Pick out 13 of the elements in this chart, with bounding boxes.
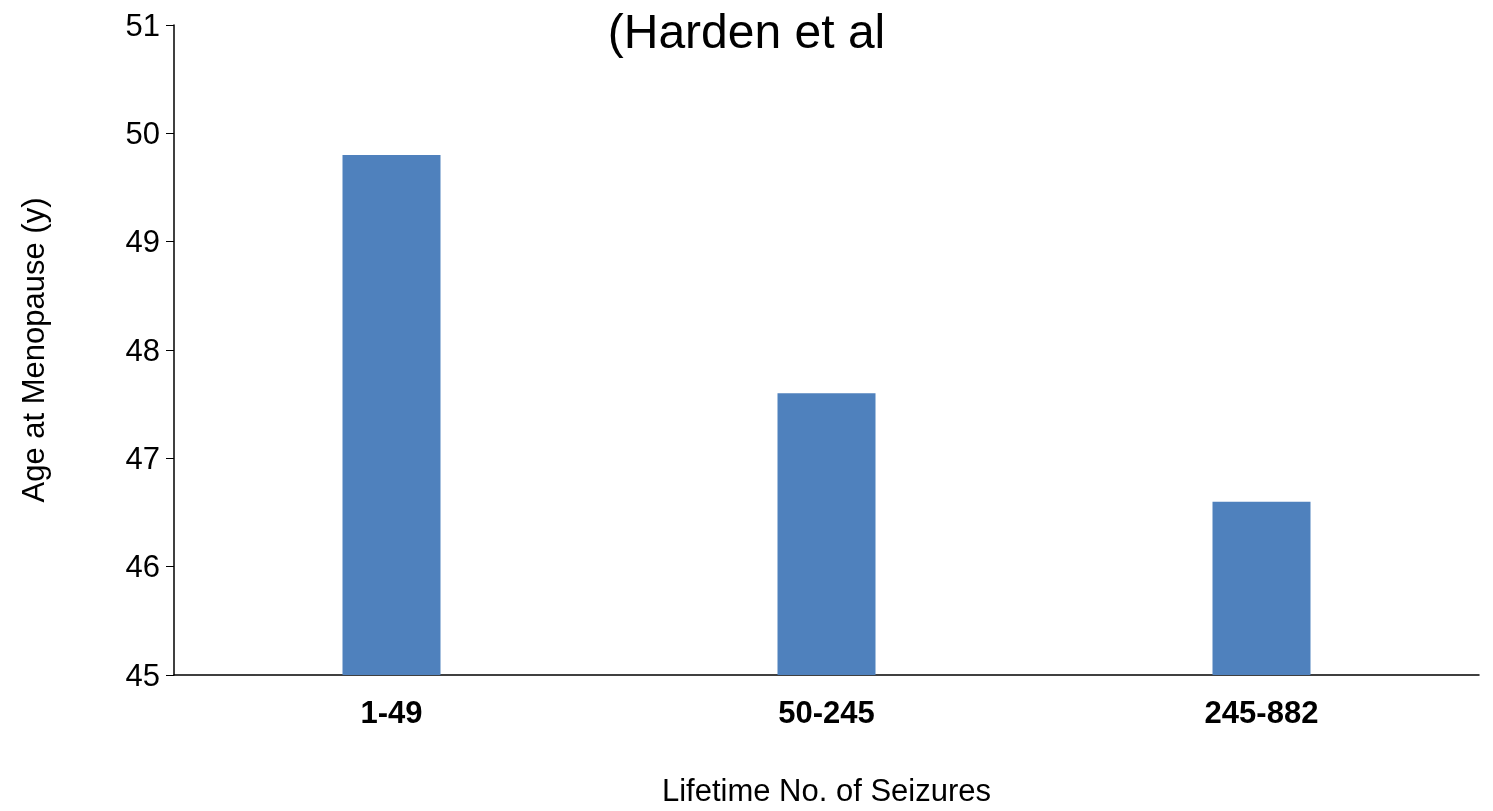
- y-tick-label: 47: [125, 440, 160, 476]
- y-tick-label: 48: [125, 332, 160, 368]
- chart-title: (Harden et al: [607, 4, 886, 58]
- y-tick-label: 50: [125, 115, 160, 151]
- x-tick-label: 50-245: [778, 695, 875, 730]
- y-tick-label: 51: [125, 7, 160, 43]
- y-tick-label: 49: [125, 224, 160, 260]
- x-tick-label: 1-49: [360, 695, 423, 730]
- y-tick-label: 46: [125, 549, 160, 585]
- x-axis-title: Lifetime No. of Seizures: [661, 773, 992, 808]
- y-tick-label: 45: [125, 657, 160, 693]
- x-tick-label: 245-882: [1204, 695, 1319, 730]
- y-axis-title: Age at Menopause (y): [16, 197, 51, 503]
